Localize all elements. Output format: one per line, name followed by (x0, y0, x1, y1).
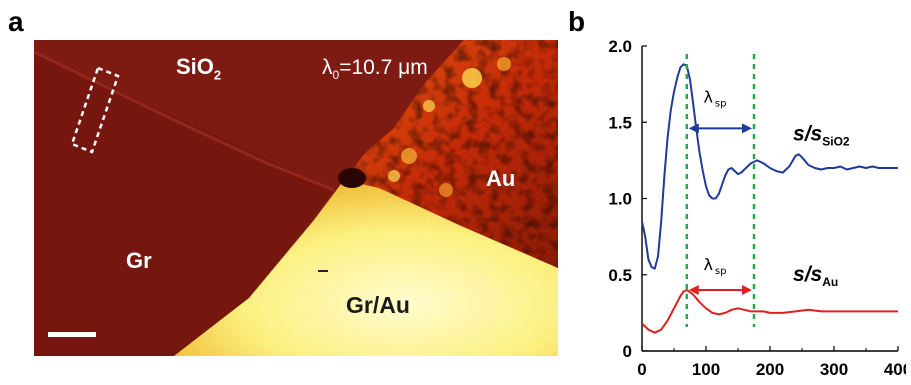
series-label-au: s/sAu (793, 263, 838, 289)
upper-lambda-arrow-head-right (742, 123, 752, 134)
lower-lambda-arrow-head-right (742, 285, 752, 295)
lower-lambda-arrow-head-left (688, 285, 699, 295)
x-tick-label: 100 (692, 360, 720, 379)
line-chart-panel: 0 0.5 1.0 1.5 2.0 0 100 200 300 400 λsp λsp s/sSiO2 s… (590, 30, 911, 380)
x-tick-label: 400 (884, 360, 906, 379)
y-tick-label: 0 (623, 342, 632, 361)
line-chart: 0 0.5 1.0 1.5 2.0 0 100 200 300 400 λsp λsp s/sSiO2 s… (608, 37, 911, 379)
y-tick-label: 0.5 (608, 266, 632, 285)
upper-lambda-arrow-head-left (688, 123, 699, 134)
label-sio2: SiO2 (176, 54, 222, 83)
panel-b-letter: b (568, 6, 586, 37)
label-wavelength: λ0=10.7 μm (322, 56, 428, 83)
series-label-sio2: s/sSiO2 (793, 123, 850, 149)
lower-lambda-label: λ sp (703, 255, 726, 277)
panel-a-letter: a (8, 6, 24, 37)
series-line-au (641, 289, 898, 334)
microscopy-image-panel: SiO2 λ0=10.7 μm Au Gr Gr/Au (33, 40, 558, 356)
y-tick-label: 2.0 (608, 37, 632, 56)
series-line-sio2 (641, 63, 898, 270)
label-gr-au: Gr/Au (346, 292, 410, 318)
y-tick-label: 1.5 (608, 113, 632, 132)
y-tick-label: 1.0 (608, 190, 632, 209)
x-tick-label: 0 (637, 360, 646, 379)
label-gr: Gr (126, 248, 152, 273)
x-tick-label: 200 (756, 360, 784, 379)
microscopy-image (33, 40, 558, 356)
upper-lambda-label: λ sp (703, 87, 726, 109)
label-au: Au (486, 166, 516, 191)
x-tick-label: 300 (820, 360, 848, 379)
